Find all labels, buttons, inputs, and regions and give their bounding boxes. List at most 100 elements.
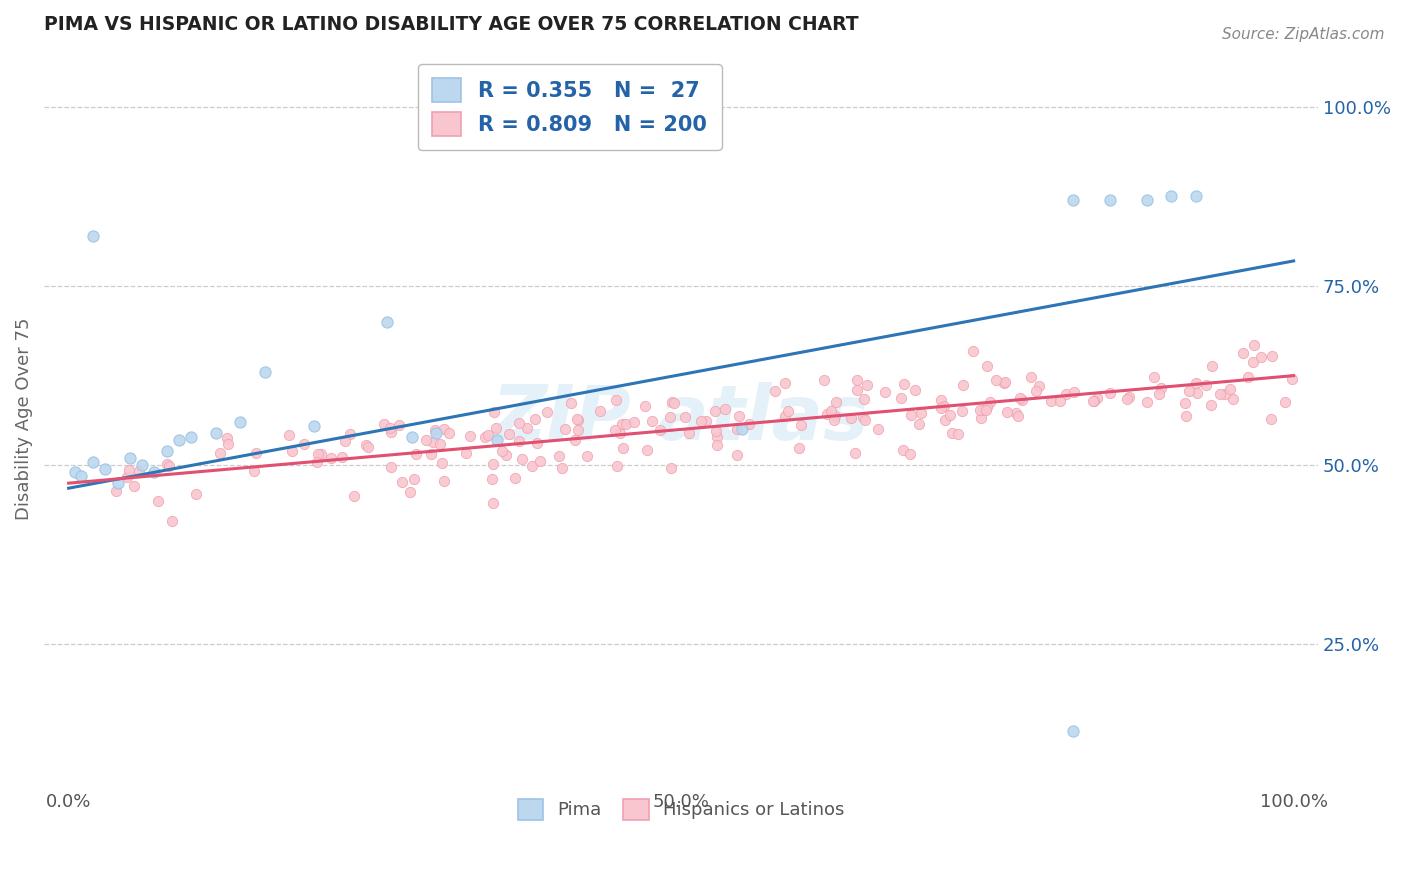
Text: PIMA VS HISPANIC OR LATINO DISABILITY AGE OVER 75 CORRELATION CHART: PIMA VS HISPANIC OR LATINO DISABILITY AG… [44, 15, 859, 34]
Point [319, 450, 342, 465]
Point [128, 464, 150, 478]
Point [1232, 346, 1254, 360]
Point [820, 404, 842, 418]
Point [335, 434, 357, 449]
Point [976, 400, 998, 414]
Point [979, 394, 1001, 409]
Point [1243, 338, 1265, 352]
Point [118, 463, 141, 477]
Point [934, 413, 956, 427]
Point [1049, 394, 1071, 409]
Point [855, 377, 877, 392]
Point [737, 417, 759, 431]
Point [1260, 411, 1282, 425]
Point [661, 460, 683, 475]
Point [1187, 385, 1209, 400]
Point [186, 486, 208, 500]
Point [253, 365, 276, 379]
Point [1143, 369, 1166, 384]
Point [567, 413, 589, 427]
Point [1039, 393, 1062, 408]
Point [503, 471, 526, 485]
Point [614, 417, 637, 431]
Point [706, 438, 728, 452]
Point [962, 344, 984, 359]
Point [433, 474, 456, 488]
Point [1028, 378, 1050, 392]
Point [946, 427, 969, 442]
Point [1025, 384, 1047, 399]
Point [1083, 394, 1105, 409]
Point [1054, 387, 1077, 401]
Point [422, 434, 444, 449]
Point [904, 383, 927, 397]
Point [852, 392, 875, 406]
Point [560, 395, 582, 409]
Point [970, 411, 993, 425]
Point [380, 425, 402, 439]
Point [907, 417, 929, 432]
Point [1136, 394, 1159, 409]
Point [399, 485, 422, 500]
Point [432, 456, 454, 470]
Point [893, 376, 915, 391]
Point [787, 441, 810, 455]
Point [704, 403, 727, 417]
Point [456, 445, 478, 459]
Point [118, 451, 141, 466]
Point [495, 448, 517, 462]
Point [131, 458, 153, 473]
Point [813, 373, 835, 387]
Point [167, 433, 190, 447]
Point [704, 424, 727, 438]
Point [1118, 390, 1140, 404]
Point [309, 447, 332, 461]
Point [1241, 355, 1264, 369]
Point [425, 425, 447, 440]
Point [526, 436, 548, 450]
Point [1219, 382, 1241, 396]
Point [713, 401, 735, 416]
Point [728, 409, 751, 423]
Point [609, 425, 631, 440]
Point [302, 418, 325, 433]
Point [508, 416, 530, 430]
Point [520, 459, 543, 474]
Point [825, 394, 848, 409]
Point [477, 428, 499, 442]
Point [972, 403, 994, 417]
Point [1195, 378, 1218, 392]
Point [934, 399, 956, 413]
Point [1174, 409, 1197, 423]
Point [1250, 351, 1272, 365]
Point [402, 472, 425, 486]
Point [343, 490, 366, 504]
Point [941, 425, 963, 440]
Point [82, 455, 104, 469]
Point [122, 479, 145, 493]
Point [429, 437, 451, 451]
Point [575, 450, 598, 464]
Point [731, 422, 754, 436]
Point [605, 392, 627, 407]
Point [1147, 387, 1170, 401]
Point [1160, 189, 1182, 203]
Point [853, 413, 876, 427]
Point [1085, 391, 1108, 405]
Point [824, 409, 846, 423]
Point [589, 404, 612, 418]
Point [420, 447, 443, 461]
Point [1185, 376, 1208, 390]
Point [458, 428, 481, 442]
Point [1201, 359, 1223, 373]
Point [104, 483, 127, 498]
Point [217, 437, 239, 451]
Point [486, 433, 509, 447]
Point [510, 451, 533, 466]
Point [1261, 349, 1284, 363]
Point [378, 421, 401, 435]
Point [156, 457, 179, 471]
Point [567, 423, 589, 437]
Point [891, 443, 914, 458]
Point [1011, 392, 1033, 407]
